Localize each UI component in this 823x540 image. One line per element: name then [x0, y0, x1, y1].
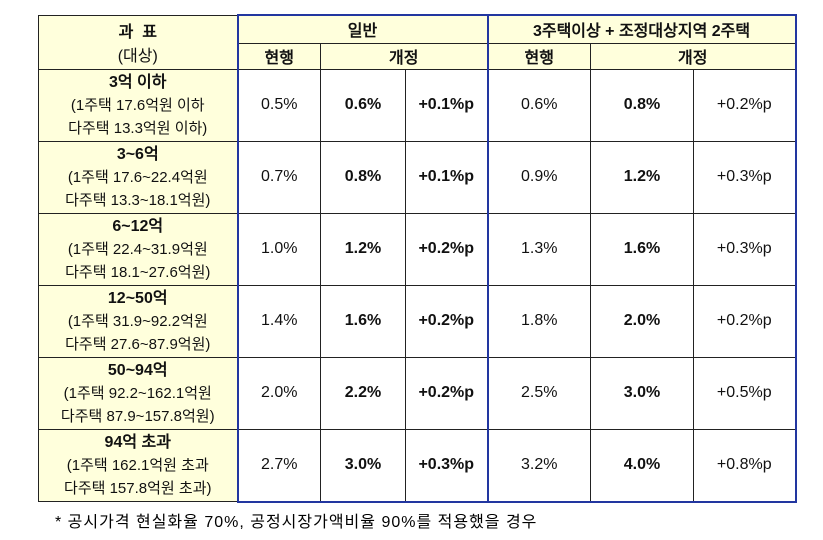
- row-detail: (1주택 17.6억원 이하: [70, 96, 205, 114]
- row-detail: 다주택 18.1~27.6억원): [65, 263, 211, 281]
- value-cell: +0.2%p: [692, 284, 797, 358]
- table-row: 3억 이하 (1주택 17.6억원 이하 다주택 13.3억원 이하) 0.5% 0.6…: [38, 68, 797, 142]
- table-body: 3억 이하 (1주택 17.6억원 이하 다주택 13.3억원 이하) 0.5% 0.6…: [38, 68, 797, 503]
- row-detail: 다주택 27.6~87.9억원): [65, 335, 211, 353]
- sub-header: 현행: [236, 42, 321, 70]
- sub-header: 개정: [589, 42, 797, 70]
- value-cell: +0.2%p: [405, 356, 489, 430]
- value-cell: 0.8%: [590, 68, 694, 142]
- value-cell: 1.0%: [236, 212, 321, 286]
- value-cell: +0.3%p: [692, 140, 797, 214]
- value-cell: 3.0%: [590, 356, 694, 430]
- value-cell: 2.0%: [590, 284, 694, 358]
- header-text: (대상): [117, 48, 158, 65]
- value-cell: 3.2%: [486, 428, 591, 503]
- value-cell: +0.1%p: [405, 68, 489, 142]
- row-detail: (1주택 162.1억원 초과: [66, 456, 209, 474]
- row-detail: (1주택 22.4~31.9억원: [67, 240, 208, 258]
- sub-header: 현행: [486, 42, 591, 70]
- value-cell: 1.2%: [320, 212, 406, 286]
- value-cell: +0.5%p: [692, 356, 797, 430]
- value-cell: 2.7%: [236, 428, 321, 503]
- header-cell: 과 표 (대상): [38, 14, 238, 70]
- value-cell: 0.6%: [486, 68, 591, 142]
- row-label: 3억 이하: [108, 73, 167, 91]
- row-detail: 다주택 13.3억원 이하): [68, 119, 208, 137]
- value-cell: 0.5%: [236, 68, 321, 142]
- group-header: 일반: [236, 14, 489, 44]
- value-cell: +0.1%p: [405, 140, 489, 214]
- row-detail: (1주택 31.9~92.2억원: [67, 312, 208, 330]
- row-label: 50~94억: [107, 361, 168, 379]
- row-detail: 다주택 13.3~18.1억원): [65, 191, 211, 209]
- value-cell: 0.7%: [236, 140, 321, 214]
- value-cell: +0.2%p: [405, 284, 489, 358]
- row-detail: 다주택 157.8억원 초과): [64, 479, 212, 497]
- value-cell: 0.8%: [320, 140, 406, 214]
- value-cell: 2.0%: [236, 356, 321, 430]
- value-cell: 1.3%: [486, 212, 591, 286]
- row-detail: (1주택 17.6~22.4억원: [67, 168, 208, 186]
- value-cell: 0.6%: [320, 68, 406, 142]
- row-label: 12~50억: [107, 289, 168, 307]
- row-label: 6~12억: [112, 217, 164, 235]
- value-cell: 2.2%: [320, 356, 406, 430]
- row-label: 3~6억: [116, 145, 159, 163]
- value-cell: 3.0%: [320, 428, 406, 503]
- value-cell: 1.6%: [590, 212, 694, 286]
- value-cell: 1.8%: [486, 284, 591, 358]
- value-cell: 1.4%: [236, 284, 321, 358]
- footnote: * 공시가격 현실화율 70%, 공정시장가액비율 90%를 적용했을 경우: [55, 514, 538, 531]
- row-detail: 다주택 87.9~157.8억원): [60, 407, 215, 425]
- value-cell: +0.3%p: [692, 212, 797, 286]
- value-cell: 2.5%: [486, 356, 591, 430]
- sub-header: 개정: [320, 42, 489, 70]
- header-text: 과 표: [118, 24, 157, 41]
- value-cell: 4.0%: [590, 428, 694, 503]
- value-cell: 1.6%: [320, 284, 406, 358]
- row-label: 94억 초과: [104, 433, 171, 451]
- value-cell: 0.9%: [486, 140, 591, 214]
- value-cell: +0.8%p: [692, 428, 797, 503]
- row-detail: (1주택 92.2~162.1억원: [63, 384, 212, 402]
- group-header: 3주택이상 + 조정대상지역 2주택: [486, 14, 797, 44]
- value-cell: +0.2%p: [692, 68, 797, 142]
- tax-table: 과 표 (대상) 일반 3주택이상 + 조정대상지역 2주택 현행 개정 현행 개…: [38, 14, 797, 503]
- value-cell: +0.3%p: [405, 428, 489, 503]
- value-cell: +0.2%p: [405, 212, 489, 286]
- value-cell: 1.2%: [590, 140, 694, 214]
